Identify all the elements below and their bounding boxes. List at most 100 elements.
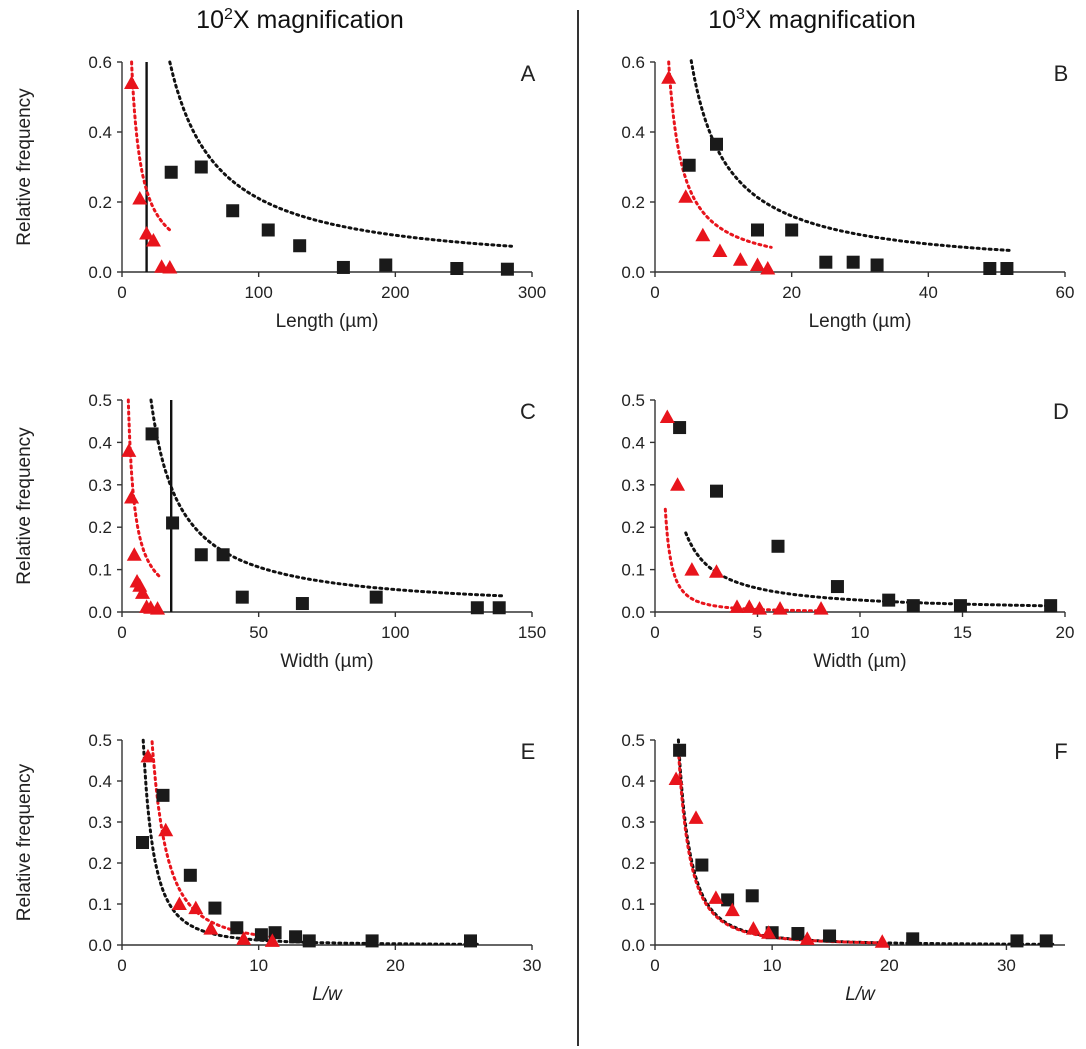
x-tick-label: 10 [851, 623, 870, 642]
y-tick-label: 0.5 [621, 391, 645, 410]
data-point-square [721, 893, 735, 907]
y-tick-label: 0.0 [621, 263, 645, 282]
x-tick-label: 30 [523, 956, 542, 975]
data-point-triangle [188, 900, 204, 915]
x-tick-label: 200 [381, 283, 409, 302]
data-point-square [785, 223, 799, 237]
y-tick-label: 0.2 [621, 854, 645, 873]
y-tick-label: 0.5 [621, 731, 645, 750]
data-point-triangle [668, 771, 684, 785]
data-point-triangle [688, 810, 704, 824]
data-point-triangle [813, 601, 829, 615]
data-point-square [289, 930, 303, 944]
y-tick-label: 0.4 [621, 123, 645, 142]
x-axis-label: L/w [845, 984, 876, 1005]
data-point-triangle [121, 443, 137, 457]
data-point-square [906, 599, 920, 613]
data-point-square [145, 427, 159, 441]
data-point-triangle [732, 252, 748, 266]
x-tick-label: 10 [249, 956, 268, 975]
data-point-square [183, 868, 197, 882]
y-tick-label: 0.0 [621, 603, 645, 622]
data-point-square [254, 928, 268, 942]
x-tick-label: 20 [386, 956, 405, 975]
data-point-square [771, 539, 785, 553]
x-tick-label: 40 [919, 283, 938, 302]
data-point-triangle [772, 601, 788, 615]
panel-letter: C [520, 399, 536, 424]
data-point-square [819, 255, 833, 269]
data-point-triangle [264, 933, 280, 947]
x-tick-label: 100 [381, 623, 409, 642]
data-point-square [751, 223, 764, 237]
y-tick-label: 0.3 [88, 476, 112, 495]
data-point-triangle [132, 191, 148, 205]
column-title-left: 102X magnification [196, 6, 404, 34]
data-point-square [470, 601, 484, 615]
x-tick-label: 150 [518, 623, 546, 642]
data-point-triangle [724, 902, 740, 917]
y-tick-label: 0.4 [621, 772, 645, 791]
y-tick-label: 0.1 [88, 561, 112, 580]
x-tick-label: 300 [518, 283, 546, 302]
data-point-triangle [126, 547, 142, 561]
data-point-triangle [874, 934, 890, 948]
data-point-square [230, 921, 244, 935]
data-point-triangle [712, 243, 728, 257]
panel-e: 0.0 0.1 0.2 0.3 0.4 0.5 0 10 20 30 L/w Relative fre… [14, 731, 541, 1005]
x-tick-label: 0 [650, 623, 659, 642]
y-tick-label: 0.2 [621, 193, 645, 212]
data-point-square [710, 484, 723, 498]
data-point-triangle [145, 233, 161, 247]
panel-letter: B [1054, 61, 1069, 86]
x-tick-label: 20 [880, 956, 899, 975]
data-point-square [682, 158, 696, 172]
y-tick-label: 0.0 [88, 263, 112, 282]
data-point-square [450, 262, 464, 275]
data-point-square [673, 743, 687, 757]
y-tick-label: 0.2 [88, 518, 112, 537]
data-point-triangle [150, 601, 166, 615]
data-point-triangle [203, 921, 219, 935]
panel-a: 0.0 0.2 0.4 0.6 0 100 200 300 Length (µm) Relativ… [14, 53, 546, 332]
data-point-triangle [745, 921, 761, 935]
y-tick-label: 0.2 [88, 854, 112, 873]
data-point-triangle [162, 259, 178, 274]
trend-line-black [168, 60, 513, 248]
data-point-triangle [140, 748, 156, 763]
y-tick-label: 0.0 [621, 936, 645, 955]
y-axis-label: Relative frequency [14, 88, 35, 246]
data-point-square [823, 929, 837, 943]
data-point-square [208, 901, 222, 915]
data-point-triangle [741, 599, 757, 613]
data-point-square [500, 262, 514, 276]
y-tick-label: 0.5 [88, 731, 112, 750]
trend-line-black [684, 531, 1057, 608]
data-point-square [830, 580, 844, 594]
trend-line-black [149, 398, 507, 598]
y-tick-label: 0.4 [88, 772, 112, 791]
y-tick-label: 0.6 [88, 53, 112, 72]
column-title-right: 103X magnification [708, 6, 916, 34]
x-tick-label: 100 [244, 283, 272, 302]
y-tick-label: 0.4 [88, 123, 112, 142]
data-point-triangle [158, 822, 174, 837]
data-point-square [953, 599, 967, 613]
data-point-square [673, 421, 687, 435]
data-point-triangle [659, 409, 675, 423]
panel-b: 0.0 0.2 0.4 0.6 0 20 40 60 Length (µm) B [621, 53, 1074, 332]
x-tick-label: 10 [763, 956, 782, 975]
data-point-square [379, 258, 393, 272]
data-point-square [882, 593, 896, 607]
data-point-triangle [799, 931, 815, 945]
data-point-square [791, 927, 805, 941]
data-point-triangle [678, 189, 694, 203]
panel-letter: F [1054, 739, 1067, 764]
panel-d: 0.0 0.1 0.2 0.3 0.4 0.5 0 5 10 15 20 Width (µm) D [621, 391, 1074, 672]
y-tick-label: 0.1 [88, 895, 112, 914]
data-point-square [226, 204, 240, 218]
data-point-triangle [135, 585, 150, 599]
x-tick-label: 0 [117, 956, 126, 975]
panel-letter: A [521, 61, 536, 86]
y-tick-label: 0.4 [621, 433, 645, 452]
